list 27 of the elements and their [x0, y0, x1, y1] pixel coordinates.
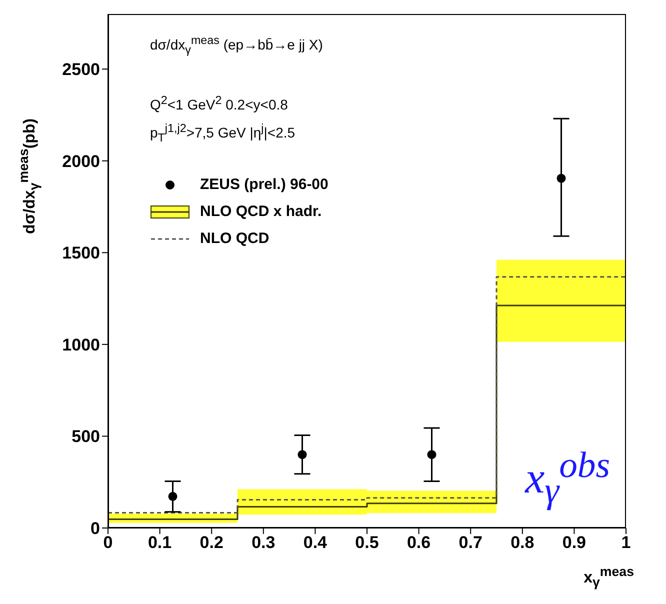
- annotation: dσ/dx$_{γ}$$^{meas}$ (ep→bb̄→e jj X): [150, 34, 323, 56]
- y-tick-label: 0: [90, 519, 100, 538]
- x-tick-label: 0.7: [458, 533, 482, 552]
- point: [556, 174, 566, 183]
- x-tick-label: 0: [103, 533, 113, 552]
- x-tick-label: 0.8: [510, 533, 534, 552]
- x-tick-label: 0.1: [148, 533, 172, 552]
- y-tick-label: 500: [72, 427, 100, 446]
- legend-label: NLO QCD x hadr.: [200, 203, 322, 220]
- x-tick-label: 0.3: [252, 533, 276, 552]
- x-tick-label: 1: [621, 533, 631, 552]
- annotation: Q$^{2}$<1 GeV$^{2}$ 0.2<y<0.8: [150, 94, 288, 113]
- x-tick-label: 0.2: [200, 533, 224, 552]
- x-tick-label: 0.9: [562, 533, 586, 552]
- point: [427, 450, 436, 460]
- point: [168, 492, 178, 501]
- legend-label: ZEUS (prel.) 96-00: [200, 176, 328, 193]
- x-tick-label: 0.5: [355, 533, 379, 552]
- x-tick-label: 0.6: [406, 533, 431, 552]
- y-tick-label: 1000: [62, 335, 100, 354]
- y-tick-label: 2000: [62, 152, 100, 171]
- y-tick-label: 2500: [62, 60, 100, 80]
- point: [298, 450, 307, 460]
- annotation: p$_{T}$$^{j1,j2}$>7,5 GeV |η$^{j}$|<2.5: [150, 122, 296, 144]
- x-tick-label: 0.4: [303, 533, 328, 552]
- legend-label: NLO QCD: [200, 230, 270, 247]
- y-tick-label: 1500: [62, 244, 100, 263]
